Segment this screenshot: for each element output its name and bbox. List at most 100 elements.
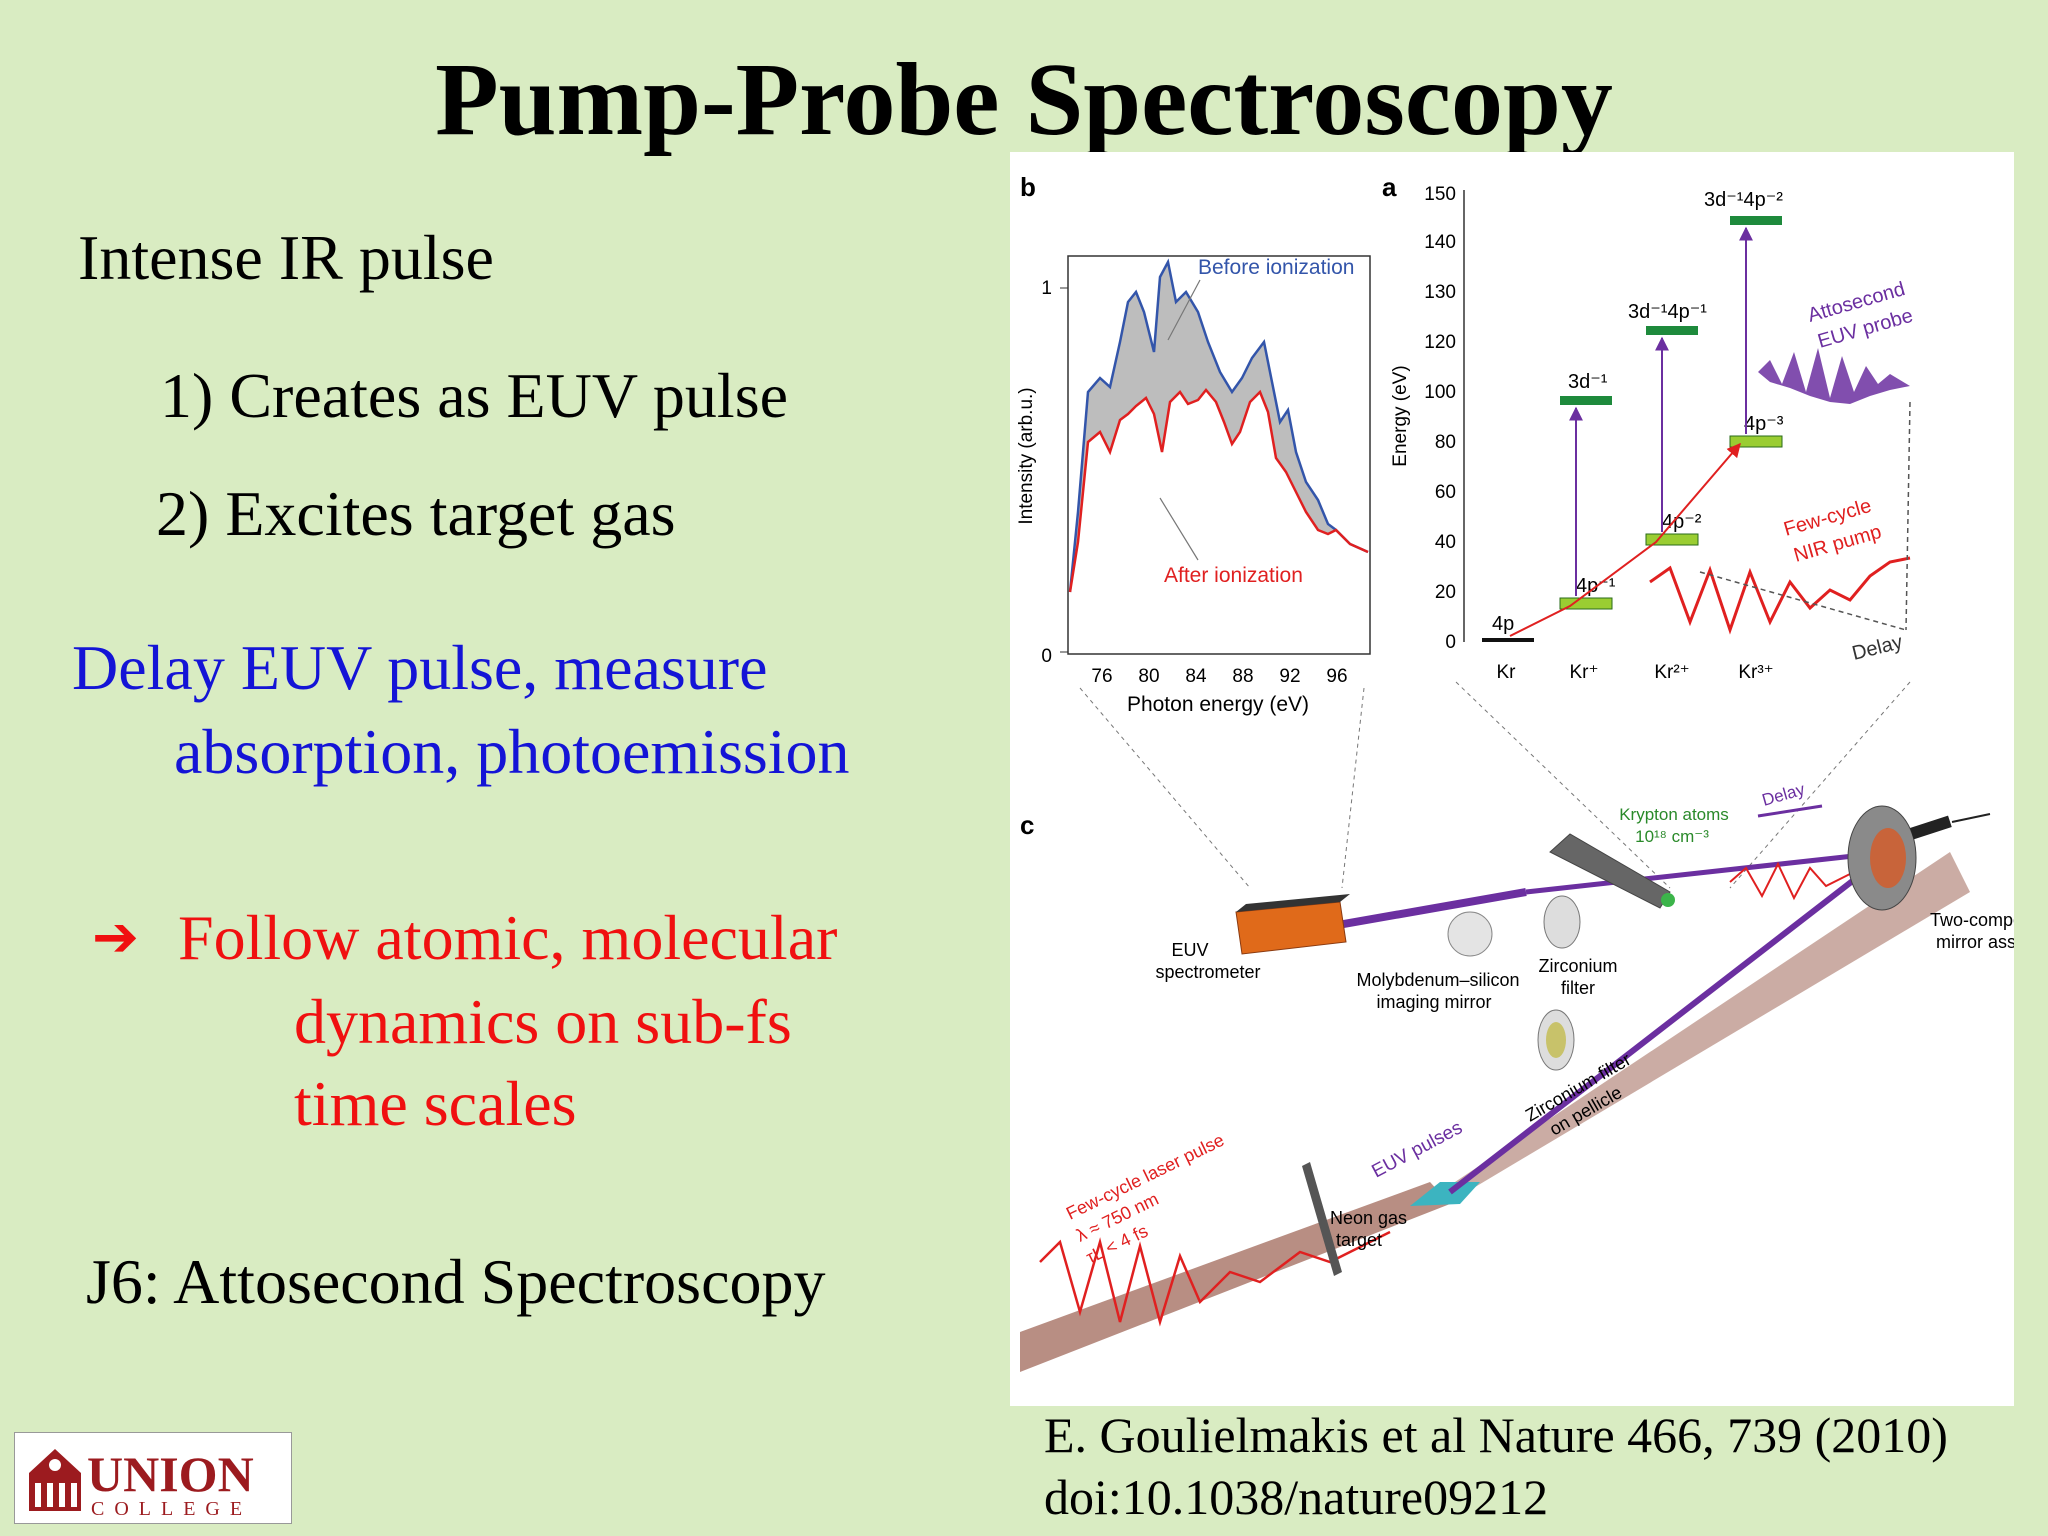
bullet-j6: J6: Attosecond Spectroscopy bbox=[86, 1246, 826, 1317]
panel-b-ytick-1: 1 bbox=[1041, 278, 1052, 299]
krypton-target-spot bbox=[1661, 893, 1675, 907]
mirror-translation-arrow bbox=[1951, 813, 1991, 823]
logo-sub: COLLEGE bbox=[91, 1498, 252, 1520]
bullet-excites-gas: 2) Excites target gas bbox=[156, 478, 676, 549]
mirror-label-line1: Molybdenum–silicon bbox=[1356, 970, 1519, 990]
zirconium-pellicle-center bbox=[1546, 1022, 1566, 1058]
attosecond-figure: b Before ionization After ionization 1 0… bbox=[1010, 152, 2014, 1406]
delay-bracket bbox=[1757, 804, 1823, 818]
level-label-4p: 4p bbox=[1492, 613, 1514, 635]
citation-line2: doi:10.1038/nature09212 bbox=[1044, 1469, 1549, 1525]
panel-a-ytick-100: 100 bbox=[1424, 382, 1456, 403]
twocomp-label-line1: Two-component bbox=[1930, 910, 2014, 930]
neon-label-line2: target bbox=[1336, 1230, 1382, 1250]
level-kr3-3d4p2 bbox=[1730, 216, 1782, 225]
euv-beam-to-mirror bbox=[1448, 849, 1892, 1195]
neon-target-focus bbox=[1410, 1182, 1480, 1206]
panel-b-ytick-0: 0 bbox=[1041, 646, 1052, 667]
laser-pulse-wave bbox=[1039, 1230, 1391, 1327]
level-kr2-4p2 bbox=[1645, 533, 1699, 546]
zr-label-line2: filter bbox=[1561, 978, 1595, 998]
level-label-3d4p2: 3d⁻¹4p⁻² bbox=[1704, 189, 1783, 211]
bullet-delay-line1: Delay EUV pulse, measure bbox=[72, 632, 768, 703]
spectrometer-label-line2: spectrometer bbox=[1155, 962, 1260, 982]
bullet-intense-ir: Intense IR pulse bbox=[78, 222, 494, 293]
union-college-logo: UNION COLLEGE bbox=[14, 1432, 292, 1524]
euv-spectrometer-top bbox=[1236, 894, 1350, 912]
level-kr-4p bbox=[1482, 638, 1534, 642]
neon-gas-target-icon bbox=[1302, 1162, 1342, 1276]
legend-before-ionization: Before ionization bbox=[1198, 256, 1354, 279]
krypton-nozzle-icon bbox=[1549, 833, 1671, 909]
logo-name: UNION bbox=[87, 1446, 254, 1502]
zirconium-filter-icon bbox=[1543, 895, 1581, 949]
panel-b-xtick-84: 84 bbox=[1185, 666, 1207, 687]
panel-b-xtick-92: 92 bbox=[1279, 666, 1300, 687]
panel-b-xtick-76: 76 bbox=[1091, 666, 1112, 687]
spectrum-difference-fill bbox=[1070, 262, 1336, 592]
beam-cone-upper bbox=[1440, 852, 1970, 1202]
mirror-actuator bbox=[1910, 815, 1952, 840]
legend-before-pointer bbox=[1167, 279, 1201, 341]
panel-b-label: b bbox=[1020, 172, 1036, 202]
level-label-3d4p1: 3d⁻¹4p⁻¹ bbox=[1628, 301, 1707, 323]
connector-b-left bbox=[1079, 687, 1251, 889]
citation-line1: E. Goulielmakis et al Nature 466, 739 (2… bbox=[1044, 1407, 1948, 1463]
bullet-creates-euv: 1) Creates as EUV pulse bbox=[160, 360, 788, 431]
legend-after-ionization: After ionization bbox=[1164, 564, 1303, 587]
cat-kr2: Kr²⁺ bbox=[1654, 662, 1689, 683]
spectrum-before-line bbox=[1068, 258, 1369, 593]
bullet-follow-line3: time scales bbox=[294, 1068, 577, 1139]
connector-b-right bbox=[1341, 687, 1365, 889]
panel-a-ytick-0: 0 bbox=[1445, 632, 1456, 653]
attosecond-probe-wave bbox=[1758, 348, 1910, 404]
panel-c-delay-label: Delay bbox=[1760, 779, 1807, 809]
bullet-follow-line1: Follow atomic, molecular bbox=[178, 902, 838, 973]
panel-b-xlabel: Photon energy (eV) bbox=[1127, 693, 1309, 716]
twocomp-label-line2: mirror assembly bbox=[1936, 932, 2014, 952]
panel-b-plot-frame bbox=[1067, 255, 1371, 655]
imaging-mirror-icon bbox=[1447, 911, 1493, 957]
panel-a-ytick-150: 150 bbox=[1424, 184, 1456, 205]
two-component-mirror-inner bbox=[1870, 828, 1906, 888]
panel-a-label: a bbox=[1382, 172, 1397, 202]
level-kr1-3d1 bbox=[1560, 396, 1612, 405]
panel-b-xtick-80: 80 bbox=[1138, 666, 1159, 687]
bullet-follow-line2: dynamics on sub-fs bbox=[294, 986, 792, 1057]
euv-beam-reflected bbox=[1525, 849, 1891, 895]
level-kr1-4p1 bbox=[1559, 597, 1613, 610]
panel-a-ylabel: Energy (eV) bbox=[1390, 365, 1411, 466]
panel-a-ytick-120: 120 bbox=[1424, 332, 1456, 353]
connector-a-right bbox=[1729, 681, 1911, 889]
zr-label-line1: Zirconium bbox=[1538, 956, 1617, 976]
panel-a-ytick-20: 20 bbox=[1435, 582, 1456, 603]
building-icon bbox=[29, 1449, 81, 1511]
spectrum-after-line bbox=[1068, 388, 1369, 593]
cat-kr: Kr bbox=[1497, 662, 1517, 683]
krypton-label-line1: Krypton atoms bbox=[1619, 805, 1729, 824]
panel-a-ytick-40: 40 bbox=[1435, 532, 1456, 553]
laser-beam-cone bbox=[1020, 1182, 1450, 1372]
nir-pump-wave bbox=[1649, 556, 1911, 635]
krypton-label-line2: 10¹⁸ cm⁻³ bbox=[1635, 827, 1709, 846]
cat-kr1: Kr⁺ bbox=[1569, 662, 1598, 683]
level-label-4p3: 4p⁻³ bbox=[1744, 413, 1784, 435]
mirror-label-line2: imaging mirror bbox=[1376, 992, 1491, 1012]
panel-b-xtick-88: 88 bbox=[1232, 666, 1253, 687]
panel-a-ytick-140: 140 bbox=[1424, 232, 1456, 253]
panel-a-ytick-130: 130 bbox=[1424, 282, 1456, 303]
arrow-icon: ➔ bbox=[92, 905, 139, 970]
level-label-3d1: 3d⁻¹ bbox=[1568, 371, 1608, 393]
panel-b-ylabel: Intensity (arb.u.) bbox=[1016, 387, 1037, 524]
cat-kr3: Kr³⁺ bbox=[1738, 662, 1773, 683]
panel-a-ytick-80: 80 bbox=[1435, 432, 1456, 453]
panel-c-label: c bbox=[1020, 810, 1034, 840]
level-kr2-3d4p1 bbox=[1646, 326, 1698, 335]
level-kr3-4p3 bbox=[1729, 435, 1783, 448]
neon-label-line1: Neon gas bbox=[1330, 1208, 1407, 1228]
connector-a-left bbox=[1455, 681, 1671, 889]
legend-after-pointer bbox=[1159, 497, 1199, 561]
bullet-delay-line2: absorption, photoemission bbox=[174, 716, 850, 787]
spectrometer-label-line1: EUV bbox=[1171, 940, 1208, 960]
euv-pulses-label: EUV pulses bbox=[1368, 1117, 1466, 1182]
